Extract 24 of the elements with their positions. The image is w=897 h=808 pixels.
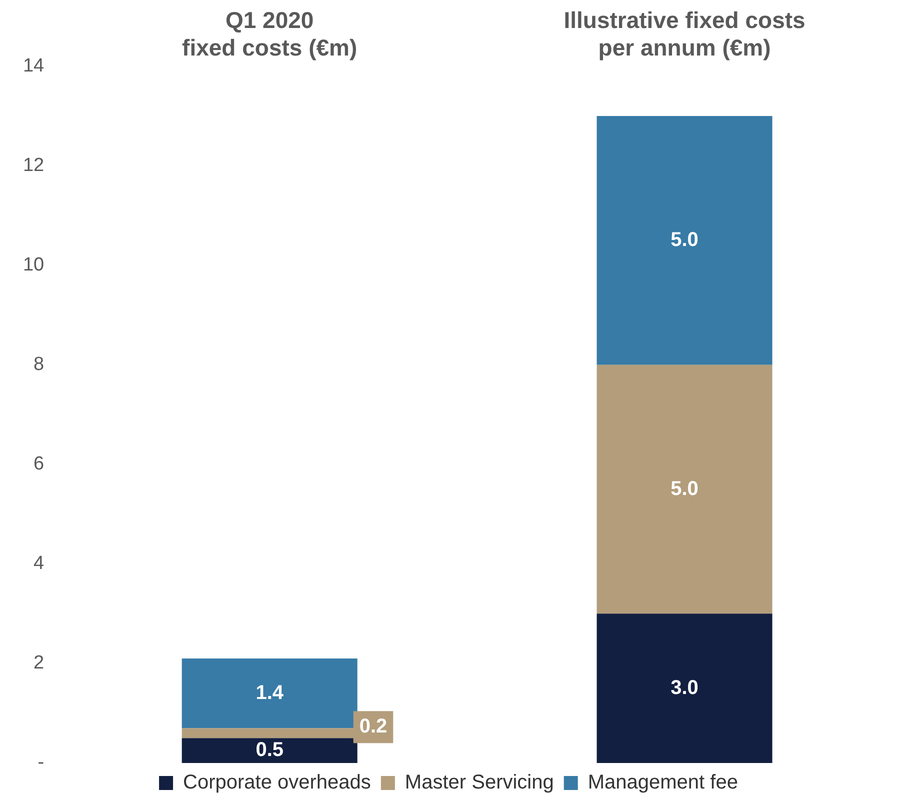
y-tick-label: 10 <box>22 254 44 276</box>
x-tick-label: Q1 2020 fixed costs (€m) <box>182 7 358 61</box>
bar <box>596 614 772 763</box>
bar <box>596 364 772 614</box>
bar <box>182 738 358 763</box>
y-tick-label: 4 <box>34 553 45 574</box>
data-label: 5.0 <box>670 478 698 500</box>
bar <box>182 658 358 728</box>
y-tick-label: 8 <box>34 354 44 376</box>
legend-label: Corporate overheads <box>183 772 371 794</box>
y-tick-label: 2 <box>34 652 44 674</box>
y-tick-label: - <box>38 752 44 774</box>
data-label: 0.5 <box>256 739 284 762</box>
data-label: 1.4 <box>256 682 284 704</box>
data-label: 5.0 <box>670 228 698 251</box>
legend-label: Management fee <box>588 772 738 794</box>
legend-label: Master Servicing <box>404 772 554 794</box>
y-tick-label: 14 <box>22 55 45 76</box>
x-tick-label: Illustrative fixed costs per annum (€m) <box>564 7 806 61</box>
data-label: 0.2 <box>359 716 388 738</box>
y-tick-label: 12 <box>22 154 44 176</box>
bar <box>596 116 772 365</box>
y-tick-label: 6 <box>34 454 44 475</box>
data-label: 3.0 <box>670 676 698 699</box>
